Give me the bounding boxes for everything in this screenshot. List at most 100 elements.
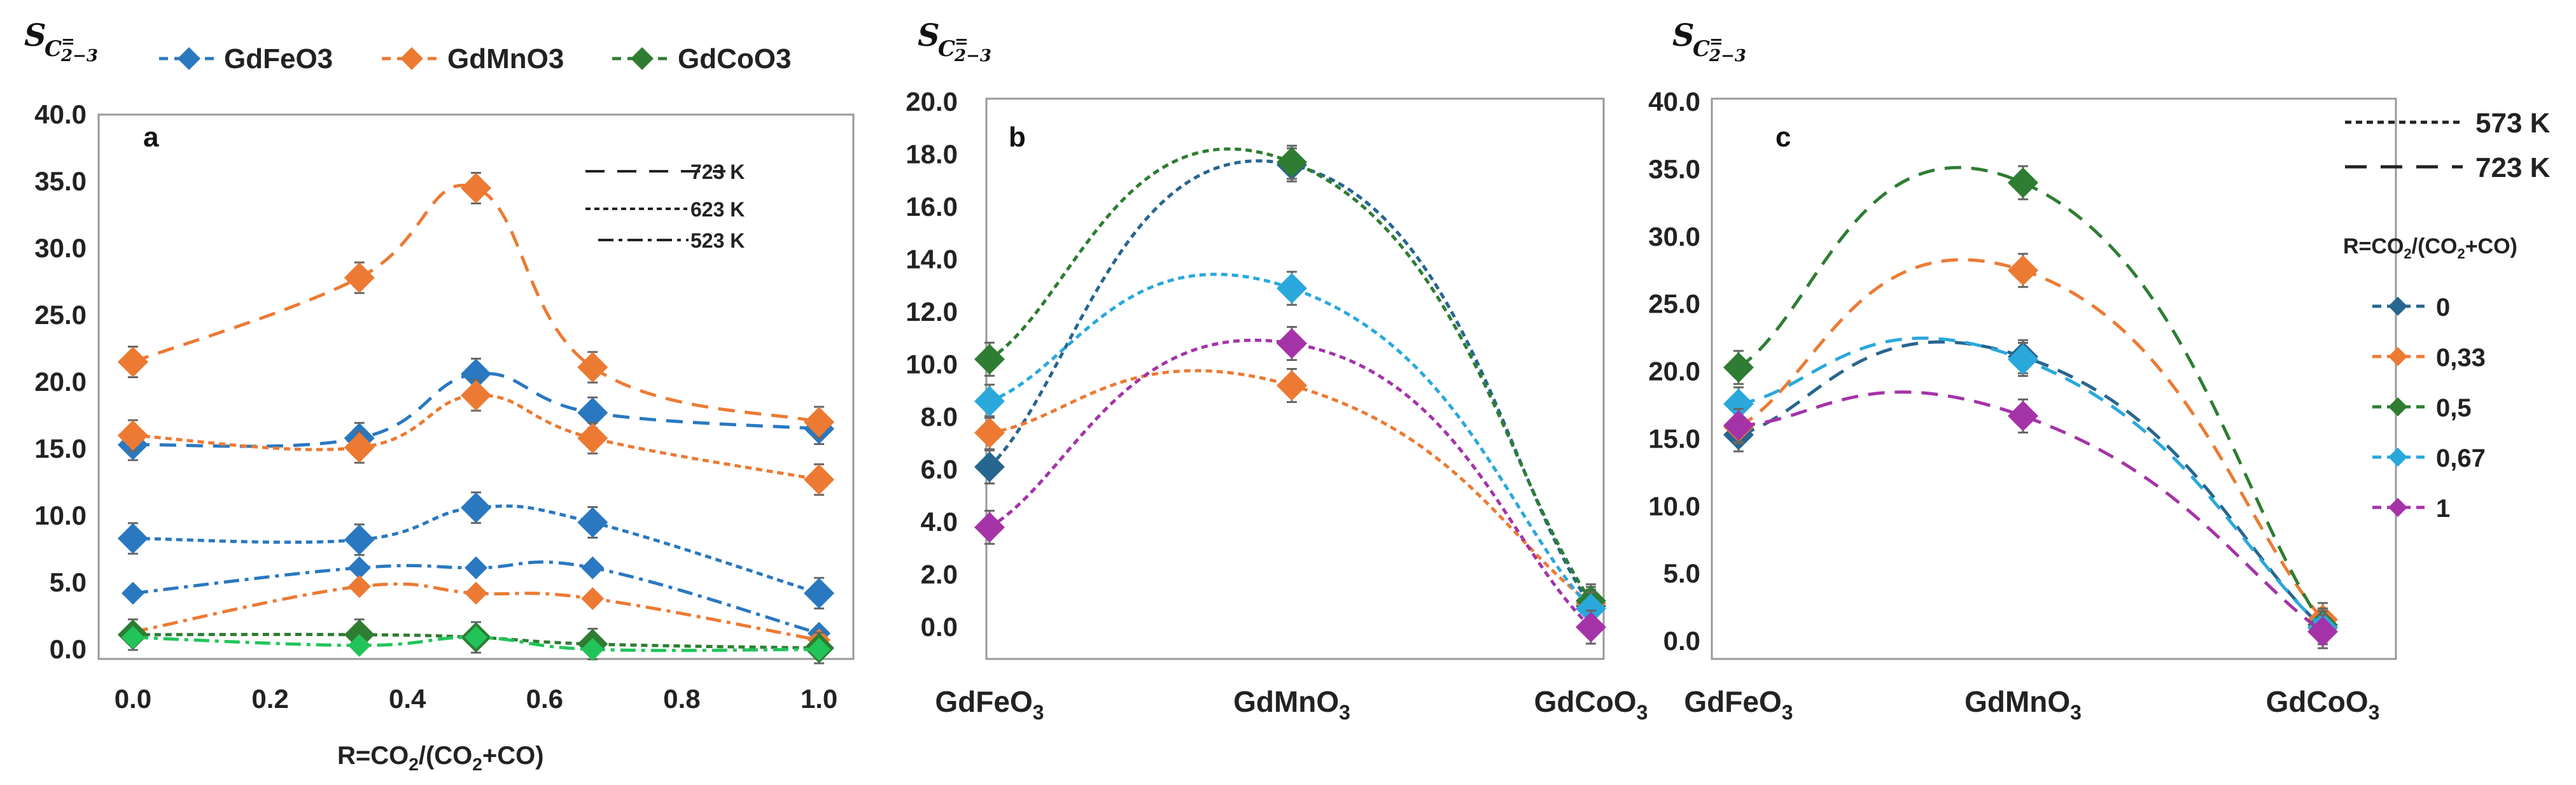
legend-temperatures-a: 723 K 623 K 523 K	[585, 160, 745, 252]
y-tick-a: 15.0	[34, 434, 87, 463]
plot-area-c	[1711, 97, 2397, 660]
y-tick-c: 0.0	[1663, 626, 1700, 656]
data-point-gdmno3-523-k	[581, 587, 605, 611]
data-point-gdmno3-623-k	[117, 420, 148, 451]
y-tick-a: 5.0	[50, 567, 87, 597]
x-tick-a: 0.0	[115, 684, 151, 714]
y-tick-b: 8.0	[921, 402, 958, 432]
y-tick-a: 40.0	[34, 99, 87, 129]
data-point-gdfeo3-623-k	[461, 492, 491, 523]
legend-623k-a: 623 K	[690, 198, 745, 221]
legend-r-033-label: 0,33	[2436, 344, 2486, 372]
x-axis-title-a: R=CO2/(CO2+CO)	[337, 742, 544, 774]
data-point-b-r-05	[1277, 146, 1307, 178]
series-line-c-r-05	[1737, 166, 2325, 626]
y-tick-c: 20.0	[1648, 357, 1700, 386]
legend-r-067: 0,67	[2372, 444, 2486, 472]
y-tick-c: 40.0	[1648, 87, 1700, 117]
y-axis-label-a: S C = 2−3	[24, 18, 98, 66]
y-axis-label-c: S C = 2−3	[1672, 18, 1746, 66]
data-point-c-r-1	[1723, 410, 1754, 441]
legend-r-1-label: 1	[2436, 495, 2450, 523]
legend-gdcoo3: GdCoO3	[678, 43, 791, 74]
x-category-b: GdFeO3	[935, 685, 1044, 724]
y-tick-b: 4.0	[921, 507, 958, 537]
legend-r-0-label: 0	[2436, 293, 2450, 322]
data-point-gdfeo3-723-k	[577, 397, 608, 428]
svg-text:=: =	[955, 32, 969, 52]
plot-area-a	[97, 113, 855, 660]
y-tick-a: 10.0	[34, 500, 87, 530]
legend-r-067-label: 0,67	[2436, 444, 2486, 472]
data-point-b-r-05	[974, 344, 1005, 375]
svg-text:2−3: 2−3	[1709, 46, 1746, 66]
y-tick-b: 16.0	[906, 192, 958, 222]
legend-r-0: 0	[2372, 293, 2450, 322]
series-line-c-r-1	[1738, 390, 2324, 633]
series-line-b-r-067	[989, 272, 1592, 610]
data-point-c-r-067	[2008, 344, 2038, 375]
svg-text:C: C	[45, 36, 62, 62]
svg-text:2−3: 2−3	[954, 46, 991, 66]
x-category-c: GdFeO3	[1684, 685, 1793, 724]
data-point-gdfeo3-623-k	[344, 524, 375, 555]
legend-marker-gdcoo3	[631, 47, 654, 70]
data-point-c-r-05	[1723, 352, 1754, 383]
svg-text:C: C	[938, 36, 955, 62]
svg-text:=: =	[61, 32, 75, 52]
legend-materials: GdFeO3 GdMnO3 GdCoO3	[159, 43, 791, 74]
data-point-b-r-033	[1277, 370, 1307, 401]
y-tick-b: 6.0	[921, 455, 958, 484]
data-point-b-r-1	[974, 512, 1005, 543]
y-tick-b: 12.0	[906, 297, 958, 327]
legend-723k: 723 K	[2475, 152, 2551, 183]
data-point-b-r-067	[1576, 593, 1606, 625]
x-category-c: GdCoO3	[2266, 685, 2380, 724]
data-point-b-r-1	[1277, 328, 1307, 359]
data-point-c-r-1	[2307, 616, 2338, 647]
legend-r-05-label: 0,5	[2436, 394, 2472, 422]
data-point-gdfeo3-523-k	[347, 556, 371, 579]
data-point-gdmno3-623-k	[804, 464, 835, 495]
legend-r-values: R=CO2/(CO2+CO) 0 0,33 0,5 0,67 1	[2343, 234, 2517, 523]
x-tick-a: 0.2	[251, 684, 288, 714]
data-point-gdmno3-523-k	[347, 575, 371, 598]
legend-marker-gdfeo3	[178, 47, 200, 70]
data-point-gdmno3-723-k	[461, 173, 491, 204]
series-line-c-r-033	[1737, 258, 2324, 621]
data-point-gdcoo3-523-k	[121, 626, 144, 649]
legend-r-1: 1	[2372, 495, 2450, 523]
svg-text:S: S	[24, 18, 46, 53]
y-tick-c: 30.0	[1648, 222, 1700, 251]
data-point-c-r-05	[2008, 167, 2038, 199]
data-point-b-r-0	[974, 451, 1005, 483]
y-tick-c: 35.0	[1648, 154, 1700, 184]
legend-523k-a: 523 K	[690, 229, 745, 252]
x-category-b: GdCoO3	[1534, 685, 1648, 724]
data-point-gdfeo3-623-k	[577, 507, 608, 538]
data-point-gdmno3-723-k	[344, 262, 375, 293]
y-tick-a: 0.0	[50, 634, 87, 664]
data-point-gdmno3-723-k	[577, 351, 608, 383]
data-point-c-r-1	[2008, 400, 2038, 432]
legend-r-033: 0,33	[2372, 344, 2486, 372]
svg-text:C: C	[1693, 36, 1710, 62]
legend-r-title: R=CO2/(CO2+CO)	[2343, 234, 2517, 262]
y-tick-c: 10.0	[1648, 491, 1700, 521]
series-line-gdmno3-723-k	[132, 183, 820, 424]
y-tick-c: 25.0	[1648, 289, 1700, 319]
series-line-gdcoo3-623-k	[132, 633, 820, 650]
y-tick-b: 18.0	[906, 139, 958, 169]
svg-text:=: =	[1709, 32, 1723, 52]
data-point-gdcoo3-523-k	[465, 626, 487, 649]
series-line-c-r-0	[1738, 340, 2324, 629]
svg-text:S: S	[1672, 18, 1695, 53]
legend-r-05: 0,5	[2372, 394, 2472, 422]
legend-temperatures-bc: 573 K 723 K	[2345, 108, 2551, 183]
data-point-gdcoo3-523-k	[581, 638, 605, 661]
x-tick-a: 0.6	[526, 684, 563, 714]
y-tick-c: 5.0	[1663, 558, 1700, 588]
panel-label-c: c	[1775, 122, 1791, 153]
y-axis-label-b: S C = 2−3	[918, 18, 991, 66]
